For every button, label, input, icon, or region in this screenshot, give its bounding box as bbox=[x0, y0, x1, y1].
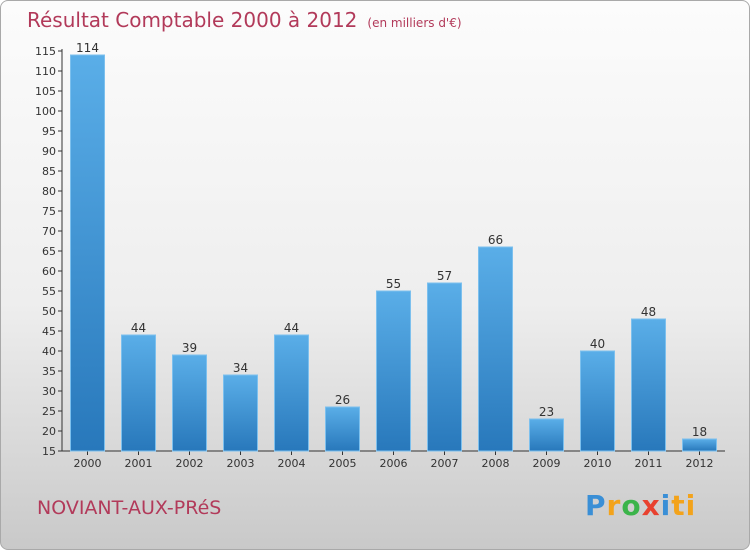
x-tick-label: 2002 bbox=[176, 457, 204, 470]
logo-letter: P bbox=[585, 489, 607, 522]
y-axis: 15 20 25 30 35 40 45 50 55 60 65 70 75 80 85 90 95 100 105… bbox=[35, 45, 63, 458]
logo-letter: ti bbox=[671, 489, 697, 522]
y-tick-label: 85 bbox=[42, 165, 56, 178]
data-label: 39 bbox=[182, 341, 197, 355]
logo-letter: o bbox=[621, 489, 642, 522]
town-name: NOVIANT-AUX-PRéS bbox=[37, 497, 222, 519]
logo-letter: i bbox=[660, 489, 672, 522]
y-tick-label: 25 bbox=[42, 405, 56, 418]
bar-2007 bbox=[427, 282, 462, 452]
y-tick-label: 45 bbox=[42, 325, 56, 338]
bar-2009 bbox=[529, 418, 564, 452]
logo-letter: r bbox=[606, 489, 622, 522]
chart-title-text: Résultat Comptable 2000 à 2012 bbox=[27, 8, 358, 32]
bar-2010 bbox=[580, 350, 615, 452]
data-label: 44 bbox=[131, 321, 146, 335]
bar-2005 bbox=[325, 406, 360, 452]
bar-2001 bbox=[121, 334, 156, 452]
data-label: 114 bbox=[76, 41, 99, 55]
x-tick-label: 2007 bbox=[431, 457, 459, 470]
bar-2004 bbox=[274, 334, 309, 452]
y-tick-label: 105 bbox=[35, 85, 56, 98]
bar-2008 bbox=[478, 246, 513, 452]
y-tick-label: 55 bbox=[42, 285, 56, 298]
data-label: 66 bbox=[488, 233, 503, 247]
bars bbox=[70, 54, 717, 452]
bar-2002 bbox=[172, 354, 207, 452]
data-label: 40 bbox=[590, 337, 605, 351]
y-tick-label: 20 bbox=[42, 425, 56, 438]
y-tick-label: 95 bbox=[42, 125, 56, 138]
x-tick-label: 2011 bbox=[635, 457, 663, 470]
y-tick-label: 75 bbox=[42, 205, 56, 218]
x-axis: 2000 2001 2002 2003 2004 2005 2006 2007 2008 2009… bbox=[62, 450, 725, 470]
y-tick-label: 70 bbox=[42, 225, 56, 238]
chart-unit: (en milliers d'€) bbox=[367, 16, 462, 30]
y-tick-label: 40 bbox=[42, 345, 56, 358]
bar-2011 bbox=[631, 318, 666, 452]
y-tick-label: 50 bbox=[42, 305, 56, 318]
x-tick-label: 2010 bbox=[584, 457, 612, 470]
bar-2003 bbox=[223, 374, 258, 452]
data-label: 23 bbox=[539, 405, 554, 419]
data-label: 34 bbox=[233, 361, 248, 375]
y-tick-label: 35 bbox=[42, 365, 56, 378]
data-label: 48 bbox=[641, 305, 656, 319]
data-label: 26 bbox=[335, 393, 350, 407]
y-tick-label: 80 bbox=[42, 185, 56, 198]
data-label: 44 bbox=[284, 321, 299, 335]
y-tick-label: 100 bbox=[35, 105, 56, 118]
y-tick-label: 15 bbox=[42, 445, 56, 458]
x-tick-label: 2000 bbox=[74, 457, 102, 470]
x-tick-label: 2003 bbox=[227, 457, 255, 470]
proxiti-logo[interactable]: Proxiti bbox=[585, 489, 696, 522]
chart-title: Résultat Comptable 2000 à 2012 (en millie… bbox=[27, 8, 462, 32]
logo-letter: x bbox=[641, 489, 661, 522]
bar-2000 bbox=[70, 54, 105, 452]
bar-2006 bbox=[376, 290, 411, 452]
y-tick-label: 110 bbox=[35, 65, 56, 78]
data-label: 18 bbox=[692, 425, 707, 439]
data-label: 55 bbox=[386, 277, 401, 291]
data-label: 57 bbox=[437, 269, 452, 283]
x-tick-label: 2001 bbox=[125, 457, 153, 470]
y-tick-label: 115 bbox=[35, 45, 56, 58]
bar-2012 bbox=[682, 438, 717, 452]
x-tick-label: 2012 bbox=[686, 457, 714, 470]
y-tick-label: 90 bbox=[42, 145, 56, 158]
y-tick-label: 30 bbox=[42, 385, 56, 398]
x-tick-label: 2005 bbox=[329, 457, 357, 470]
x-tick-label: 2006 bbox=[380, 457, 408, 470]
x-tick-label: 2008 bbox=[482, 457, 510, 470]
y-tick-label: 60 bbox=[42, 265, 56, 278]
data-labels: 114 44 39 34 44 26 55 57 66 23 40 48 18 bbox=[76, 41, 707, 439]
x-tick-label: 2004 bbox=[278, 457, 306, 470]
y-tick-label: 65 bbox=[42, 245, 56, 258]
x-tick-label: 2009 bbox=[533, 457, 561, 470]
